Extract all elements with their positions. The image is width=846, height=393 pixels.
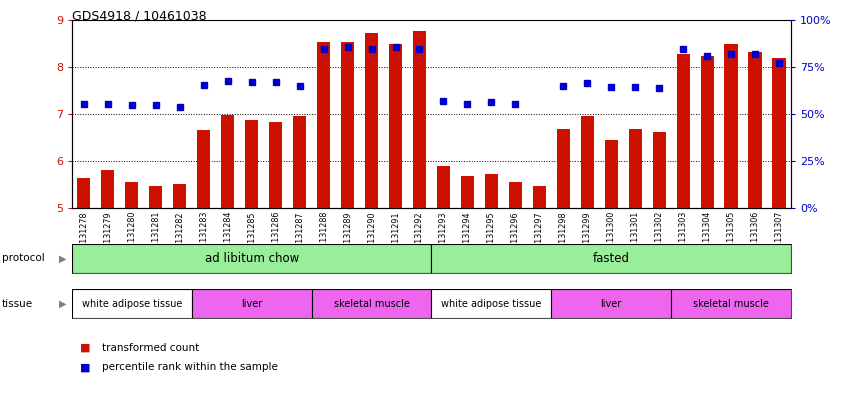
Bar: [293, 116, 306, 208]
Text: ■: ■: [80, 343, 91, 353]
Bar: [485, 174, 498, 208]
Bar: [533, 185, 546, 208]
Bar: [772, 58, 786, 208]
Text: ad libitum chow: ad libitum chow: [205, 252, 299, 265]
Bar: [677, 53, 689, 208]
Text: tissue: tissue: [2, 299, 33, 309]
Text: skeletal muscle: skeletal muscle: [693, 299, 769, 309]
Bar: [77, 178, 91, 208]
Bar: [724, 44, 738, 208]
Bar: [149, 186, 162, 208]
Bar: [557, 129, 570, 208]
Text: ▶: ▶: [58, 253, 66, 263]
Bar: [508, 182, 522, 208]
Text: ▶: ▶: [58, 299, 66, 309]
Text: ■: ■: [80, 362, 91, 373]
Text: white adipose tissue: white adipose tissue: [82, 299, 182, 309]
Bar: [192, 289, 311, 318]
Bar: [317, 42, 330, 208]
Bar: [197, 130, 211, 208]
Bar: [311, 289, 431, 318]
Bar: [605, 140, 618, 208]
Bar: [413, 31, 426, 208]
Text: liver: liver: [601, 299, 622, 309]
Bar: [365, 33, 378, 208]
Bar: [431, 289, 552, 318]
Bar: [461, 176, 474, 208]
Text: fasted: fasted: [593, 252, 629, 265]
Bar: [221, 116, 234, 208]
Bar: [72, 289, 192, 318]
Text: GDS4918 / 10461038: GDS4918 / 10461038: [72, 10, 206, 23]
Text: protocol: protocol: [2, 253, 45, 263]
Bar: [629, 129, 642, 208]
Text: percentile rank within the sample: percentile rank within the sample: [102, 362, 277, 373]
Bar: [431, 244, 791, 273]
Text: liver: liver: [241, 299, 262, 309]
Bar: [671, 289, 791, 318]
Text: transformed count: transformed count: [102, 343, 199, 353]
Bar: [389, 44, 402, 208]
Bar: [269, 123, 283, 208]
Bar: [749, 52, 761, 208]
Bar: [102, 170, 114, 208]
Text: white adipose tissue: white adipose tissue: [442, 299, 541, 309]
Bar: [72, 244, 431, 273]
Bar: [125, 182, 139, 208]
Bar: [245, 119, 258, 208]
Bar: [552, 289, 671, 318]
Bar: [341, 42, 354, 208]
Bar: [700, 57, 714, 208]
Bar: [173, 184, 186, 208]
Bar: [580, 116, 594, 208]
Bar: [437, 166, 450, 208]
Text: skeletal muscle: skeletal muscle: [333, 299, 409, 309]
Bar: [652, 132, 666, 208]
